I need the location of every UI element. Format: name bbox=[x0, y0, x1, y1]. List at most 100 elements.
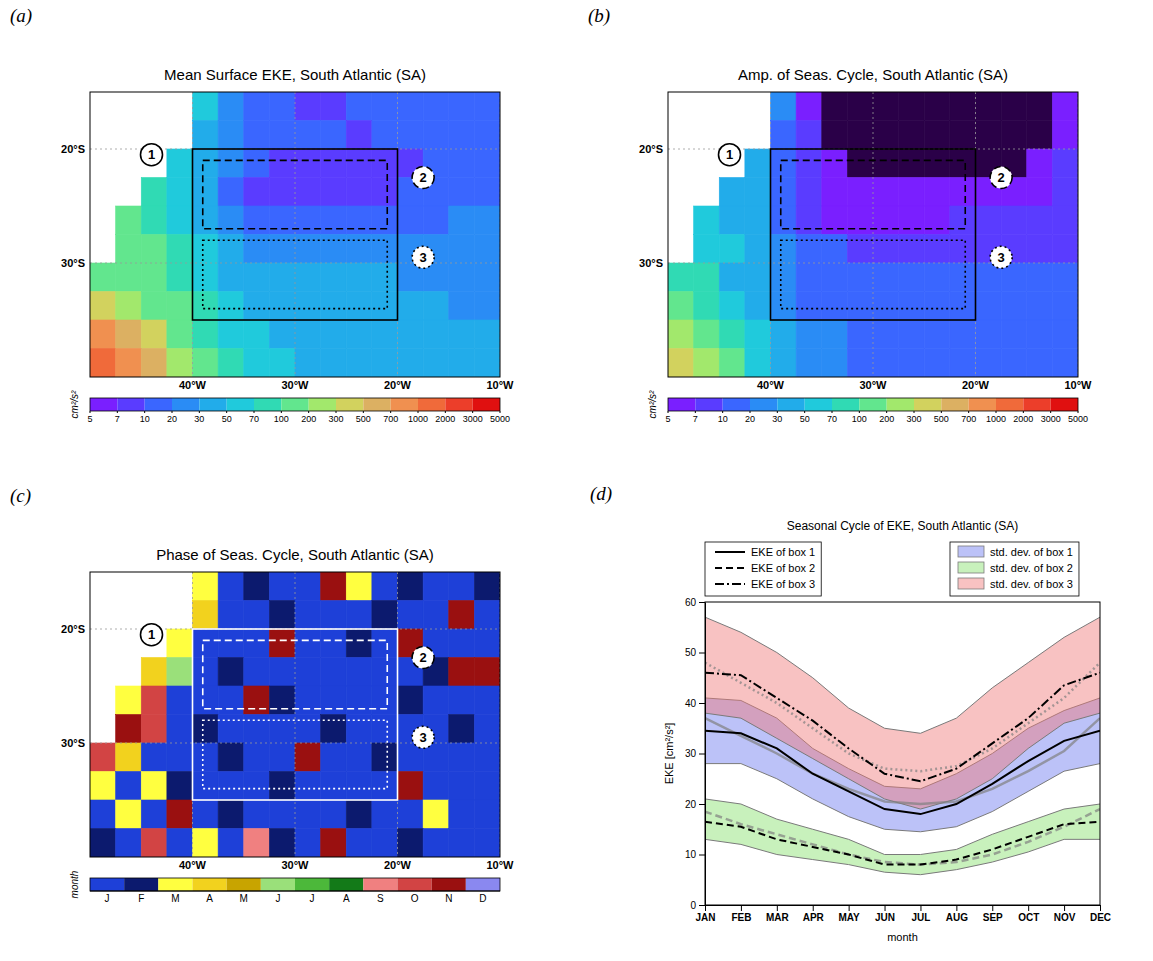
colorbar-bin bbox=[199, 398, 226, 411]
colorbar-bin bbox=[1051, 398, 1078, 411]
fit-line bbox=[705, 718, 1100, 804]
x-tick-label: 30°W bbox=[281, 859, 309, 871]
cell bbox=[719, 263, 745, 292]
cell bbox=[321, 149, 347, 178]
colorbar-bin bbox=[777, 398, 804, 411]
cell bbox=[346, 263, 372, 292]
tick: 10 bbox=[685, 849, 705, 860]
cell bbox=[244, 629, 270, 658]
cell bbox=[116, 800, 142, 829]
cell bbox=[847, 178, 873, 207]
cell bbox=[193, 743, 219, 772]
land-background bbox=[668, 92, 1078, 377]
cell bbox=[321, 743, 347, 772]
tick-mark bbox=[741, 905, 742, 911]
tick-label: 0 bbox=[690, 900, 696, 911]
colorbar-tick-label: 300 bbox=[906, 414, 921, 424]
cell bbox=[950, 235, 976, 264]
colorbar-tick-label: A bbox=[206, 893, 213, 904]
cell bbox=[924, 92, 950, 121]
cell bbox=[474, 121, 500, 150]
legend-label: std. dev. of box 3 bbox=[990, 578, 1073, 590]
tick: MAR bbox=[766, 905, 790, 923]
cell bbox=[372, 349, 398, 378]
cell bbox=[346, 743, 372, 772]
cell bbox=[771, 292, 797, 321]
cell bbox=[167, 829, 193, 858]
cell bbox=[90, 743, 116, 772]
cell bbox=[167, 178, 193, 207]
cell bbox=[449, 829, 475, 858]
map-cells bbox=[90, 92, 500, 377]
tick-mark bbox=[920, 905, 921, 911]
cell bbox=[193, 829, 219, 858]
cell bbox=[719, 349, 745, 378]
panel: (c)Phase of Seas. Cycle, South Atlantic … bbox=[10, 485, 514, 904]
colorbar-bin bbox=[90, 398, 117, 411]
cell bbox=[269, 658, 295, 687]
cell bbox=[771, 92, 797, 121]
cell bbox=[193, 121, 219, 150]
colorbar-tick-label: 1000 bbox=[986, 414, 1006, 424]
cell bbox=[771, 178, 797, 207]
colorbar-tick-label: 10 bbox=[140, 414, 150, 424]
box-label-circle bbox=[412, 726, 434, 748]
cell bbox=[116, 686, 142, 715]
std-band bbox=[705, 799, 1100, 875]
cell bbox=[295, 149, 321, 178]
cell bbox=[346, 235, 372, 264]
cell bbox=[924, 349, 950, 378]
colorbar-tick-label: 20 bbox=[745, 414, 755, 424]
cell bbox=[218, 800, 244, 829]
cell bbox=[449, 349, 475, 378]
tick: JUL bbox=[912, 905, 931, 923]
cell bbox=[847, 92, 873, 121]
cell bbox=[218, 92, 244, 121]
cell bbox=[321, 178, 347, 207]
cell bbox=[90, 263, 116, 292]
region-box bbox=[193, 629, 398, 800]
cell bbox=[423, 772, 449, 801]
colorbar-tick-label: 7 bbox=[693, 414, 698, 424]
cell bbox=[1027, 292, 1053, 321]
cell bbox=[847, 235, 873, 264]
cell bbox=[141, 206, 167, 235]
tick-mark bbox=[699, 804, 705, 805]
x-tick-label: 30°W bbox=[859, 379, 887, 391]
cell bbox=[474, 206, 500, 235]
std-band-edge bbox=[705, 617, 1100, 733]
legend-frame bbox=[950, 542, 1079, 596]
cell bbox=[899, 320, 925, 349]
cell bbox=[474, 829, 500, 858]
cell bbox=[847, 292, 873, 321]
cell bbox=[449, 92, 475, 121]
cell bbox=[218, 629, 244, 658]
cell bbox=[1027, 178, 1053, 207]
colorbar-bin bbox=[254, 398, 281, 411]
cell bbox=[950, 178, 976, 207]
cell bbox=[976, 121, 1002, 150]
colorbar-bin bbox=[750, 398, 777, 411]
cell bbox=[771, 235, 797, 264]
cell bbox=[474, 601, 500, 630]
cell bbox=[141, 658, 167, 687]
cell bbox=[474, 178, 500, 207]
cell bbox=[218, 349, 244, 378]
x-tick-label: 20°W bbox=[962, 379, 990, 391]
cell bbox=[167, 349, 193, 378]
tick-label: MAY bbox=[838, 912, 860, 923]
cell bbox=[847, 121, 873, 150]
cell bbox=[346, 686, 372, 715]
y-tick-label: 30°S bbox=[639, 257, 663, 269]
cell bbox=[346, 121, 372, 150]
cell bbox=[976, 92, 1002, 121]
cell bbox=[116, 263, 142, 292]
series-line bbox=[705, 822, 1100, 865]
cell bbox=[924, 292, 950, 321]
cell bbox=[193, 178, 219, 207]
colorbar-tick-label: 30 bbox=[772, 414, 782, 424]
cell bbox=[321, 829, 347, 858]
cell bbox=[1027, 206, 1053, 235]
tick: 40 bbox=[685, 698, 705, 709]
region-box bbox=[203, 720, 388, 788]
